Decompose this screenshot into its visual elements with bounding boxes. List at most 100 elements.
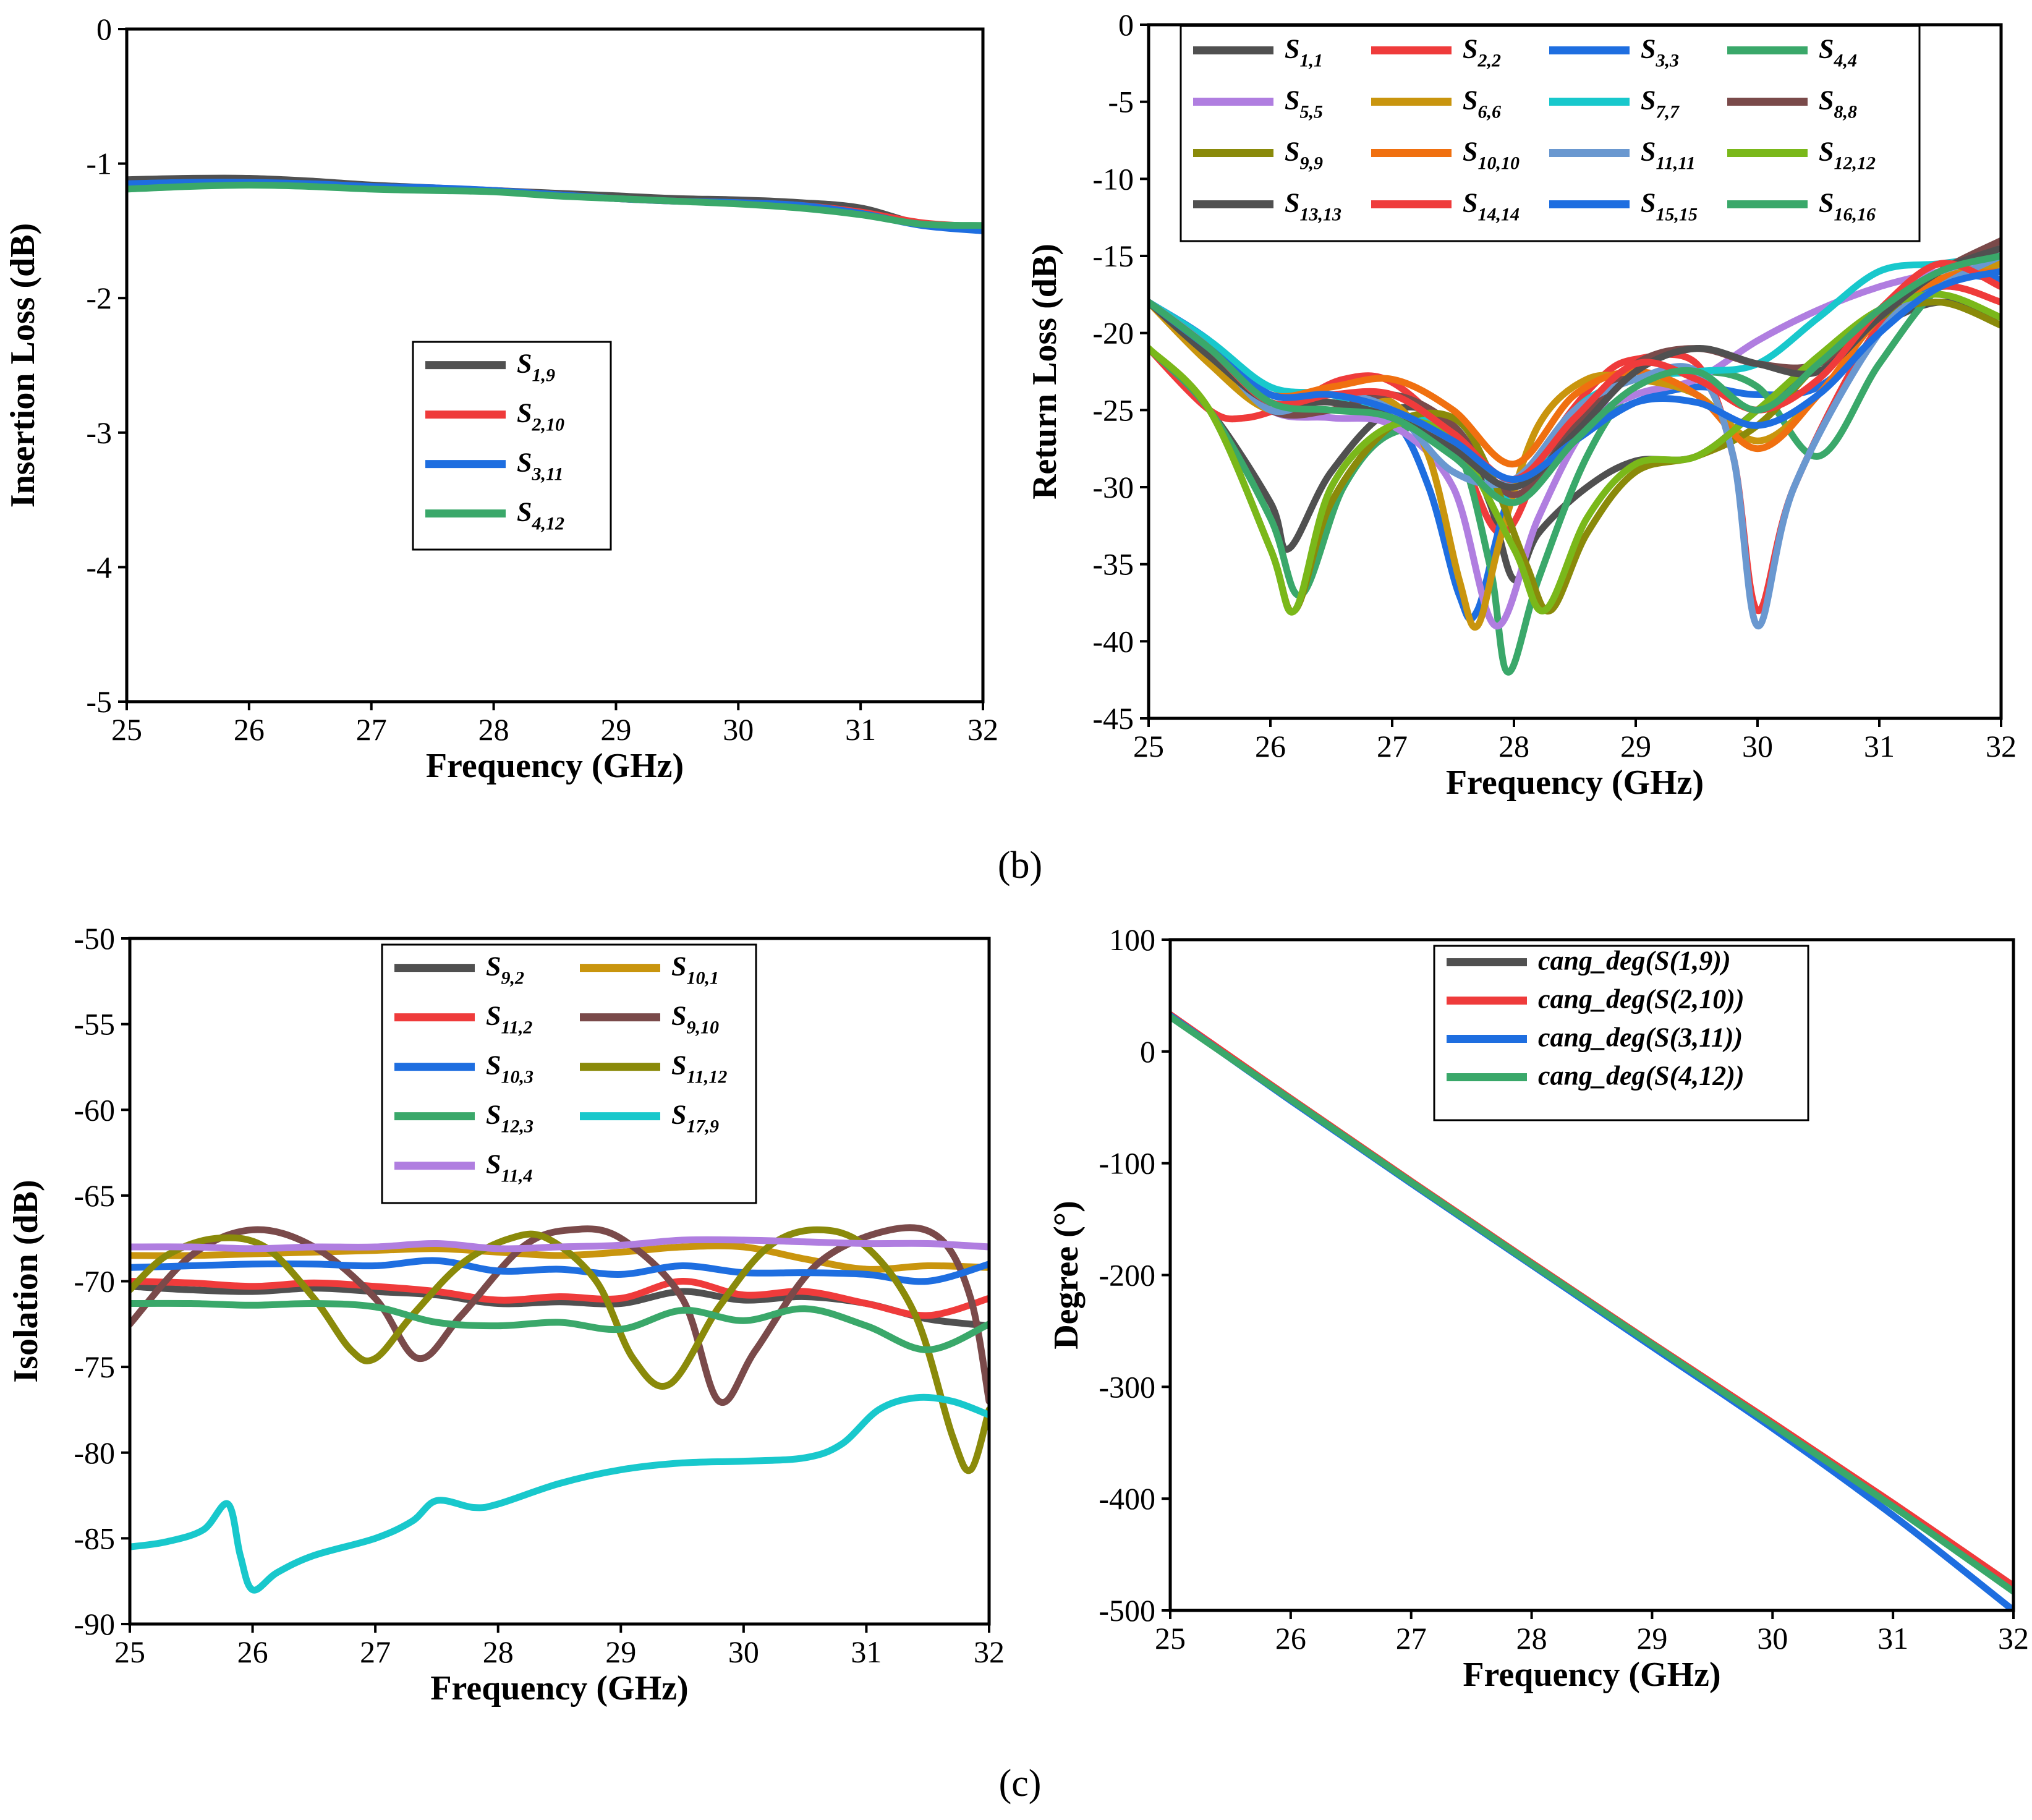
isolation-series-line-8 bbox=[130, 1236, 989, 1252]
phase-legend-label: cang_deg(S(4,12)) bbox=[1538, 1060, 1745, 1091]
insertion-xtick-label: 30 bbox=[723, 712, 754, 747]
insertion-y-axis-label: Insertion Loss (dB) bbox=[4, 223, 42, 508]
isolation-xtick-label: 27 bbox=[360, 1635, 391, 1669]
insertion-xtick-label: 28 bbox=[478, 712, 509, 747]
insertion-xtick-label: 29 bbox=[600, 712, 631, 747]
phase-legend: cang_deg(S(1,9)) cang_deg(S(2,10)) cang_de… bbox=[1433, 945, 1809, 1121]
isolation-x-axis-label: Frequency (GHz) bbox=[430, 1669, 688, 1707]
phase-ytick-label: 0 bbox=[1140, 1034, 1155, 1069]
isolation-series-line-2 bbox=[130, 1277, 989, 1319]
isolation-xtick-label: 26 bbox=[237, 1635, 268, 1669]
phase-xtick-label: 32 bbox=[1998, 1621, 2029, 1656]
insertion-x-axis-label: Frequency (GHz) bbox=[426, 747, 684, 785]
return-ytick-label: -15 bbox=[1092, 239, 1134, 273]
phase-ytick-label: -100 bbox=[1099, 1146, 1155, 1181]
phase-xtick-label: 27 bbox=[1396, 1621, 1427, 1656]
isolation-ytick-label: -75 bbox=[74, 1350, 115, 1384]
return-ytick-label: -5 bbox=[1108, 85, 1134, 119]
return-xtick-label: 30 bbox=[1742, 729, 1773, 763]
insertion-ytick-label: -5 bbox=[86, 684, 112, 719]
return-plot-frame bbox=[1147, 23, 2003, 720]
insertion-ytick-label: -4 bbox=[86, 550, 112, 584]
return-ytick-label: 0 bbox=[1118, 7, 1134, 42]
insertion-xtick-label: 26 bbox=[234, 712, 265, 747]
isolation-ytick-label: -60 bbox=[74, 1092, 115, 1127]
isolation-ytick-label: -90 bbox=[74, 1607, 115, 1641]
return-xtick-label: 32 bbox=[1986, 729, 2017, 763]
insertion-xtick-label: 32 bbox=[967, 712, 998, 747]
isolation-series-line-6 bbox=[130, 1299, 989, 1353]
phase-xtick-label: 28 bbox=[1516, 1621, 1547, 1656]
phase-xtick-label: 30 bbox=[1757, 1621, 1788, 1656]
isolation-xtick-label: 25 bbox=[114, 1635, 145, 1669]
isolation-ytick-label: -65 bbox=[74, 1178, 115, 1213]
return-ytick-label: -10 bbox=[1092, 161, 1134, 196]
return-series-line-15 bbox=[1149, 252, 2001, 506]
return-legend: S1,1 S2,2 S3,3 S4,4S5,5 S6,6 S7,7 S8,8S9,9 S10,… bbox=[1180, 25, 1921, 242]
insertion-ytick-label: -1 bbox=[86, 147, 112, 181]
phase-legend-label: cang_deg(S(2,10)) bbox=[1538, 984, 1745, 1014]
phase-xtick-label: 29 bbox=[1636, 1621, 1667, 1656]
insertion-xtick-label: 25 bbox=[111, 712, 142, 747]
return-chart: 25 26 27 28 29 30 31 32 0 -5 -10 -15 -20 -25 -30 -35 -40… bbox=[1026, 7, 2017, 802]
return-xtick-label: 29 bbox=[1620, 729, 1651, 763]
phase-legend-label: cang_deg(S(1,9)) bbox=[1538, 945, 1731, 976]
isolation-series-line-4 bbox=[130, 1257, 989, 1285]
phase-y-axis-label: Degree (°) bbox=[1047, 1201, 1086, 1350]
return-x-axis-label: Frequency (GHz) bbox=[1446, 763, 1704, 802]
isolation-xtick-label: 30 bbox=[728, 1635, 759, 1669]
insertion-series-group bbox=[127, 174, 983, 234]
isolation-series-group bbox=[130, 1224, 989, 1594]
return-series-line-11 bbox=[1149, 291, 2001, 616]
insertion-series-line-3 bbox=[127, 181, 983, 229]
return-xtick-label: 31 bbox=[1864, 729, 1895, 763]
return-xtick-label: 27 bbox=[1377, 729, 1408, 763]
insertion-legend-box bbox=[412, 341, 612, 551]
caption-b: (b) bbox=[998, 844, 1042, 887]
return-xtick-label: 26 bbox=[1255, 729, 1286, 763]
phase-ytick-label: 100 bbox=[1109, 922, 1155, 957]
isolation-xtick-label: 29 bbox=[605, 1635, 636, 1669]
isolation-series-line-5 bbox=[130, 1226, 989, 1474]
insertion-chart: 25 26 27 28 29 30 31 32 0 -1 -2 -3 -4 -5 Frequency (GH… bbox=[4, 12, 998, 785]
return-ytick-label: -25 bbox=[1092, 393, 1134, 427]
isolation-ytick-label: -55 bbox=[74, 1007, 115, 1042]
isolation-ytick-label: -80 bbox=[74, 1435, 115, 1470]
isolation-xtick-label: 28 bbox=[483, 1635, 514, 1669]
phase-x-axis-label: Frequency (GHz) bbox=[1463, 1656, 1720, 1694]
phase-ytick-label: -200 bbox=[1099, 1258, 1155, 1293]
insertion-xtick-label: 31 bbox=[845, 712, 876, 747]
return-ytick-label: -35 bbox=[1092, 547, 1134, 582]
isolation-xtick-label: 32 bbox=[974, 1635, 1005, 1669]
isolation-series-line-7 bbox=[130, 1393, 989, 1594]
return-ytick-label: -20 bbox=[1092, 316, 1134, 351]
return-ytick-label: -45 bbox=[1092, 701, 1134, 736]
isolation-legend-box bbox=[381, 943, 757, 1204]
phase-ytick-label: -500 bbox=[1099, 1593, 1155, 1628]
return-series-group bbox=[1149, 237, 2001, 676]
phase-series-line-3 bbox=[1170, 1013, 2013, 1595]
insertion-ytick-label: 0 bbox=[96, 12, 112, 46]
insertion-plot-frame bbox=[125, 27, 985, 704]
insertion-ytick-label: -2 bbox=[86, 281, 112, 315]
phase-series-group bbox=[1170, 1011, 2013, 1610]
phase-xtick-label: 26 bbox=[1275, 1621, 1306, 1656]
isolation-xtick-label: 31 bbox=[851, 1635, 882, 1669]
isolation-ytick-label: -50 bbox=[74, 921, 115, 956]
phase-legend-label: cang_deg(S(3,11)) bbox=[1538, 1022, 1743, 1052]
return-xtick-label: 28 bbox=[1498, 729, 1529, 763]
phase-xtick-label: 25 bbox=[1155, 1621, 1186, 1656]
phase-xtick-label: 31 bbox=[1877, 1621, 1908, 1656]
isolation-ytick-label: -85 bbox=[74, 1521, 115, 1555]
phase-ytick-label: -400 bbox=[1099, 1481, 1155, 1516]
return-y-axis-label: Return Loss (dB) bbox=[1026, 244, 1064, 500]
return-xtick-label: 25 bbox=[1133, 729, 1164, 763]
isolation-y-axis-label: Isolation (dB) bbox=[7, 1180, 45, 1382]
phase-chart: 25 26 27 28 29 30 31 32 100 0 -100 -200 -300 -400 -500… bbox=[1047, 922, 2029, 1694]
isolation-ytick-label: -70 bbox=[74, 1264, 115, 1299]
phase-legend-box bbox=[1433, 945, 1809, 1121]
